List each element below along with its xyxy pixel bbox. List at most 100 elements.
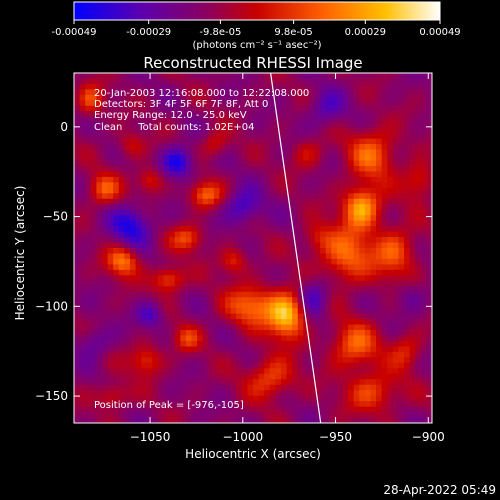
heatmap-cell xyxy=(398,215,405,222)
heatmap-cell xyxy=(152,406,159,413)
heatmap-cell xyxy=(269,231,276,238)
heatmap-cell xyxy=(297,340,304,348)
heatmap-cell xyxy=(253,417,260,423)
heatmap-cell xyxy=(185,357,193,364)
heatmap-cell xyxy=(90,330,97,337)
heatmap-cell xyxy=(314,280,321,287)
heatmap-cell xyxy=(230,253,237,260)
heatmap-cell xyxy=(191,89,198,96)
heatmap-cell xyxy=(376,248,383,255)
heatmap-cell xyxy=(392,258,400,266)
heatmap-cell xyxy=(225,237,232,244)
heatmap-cell xyxy=(230,111,237,118)
heatmap-cell xyxy=(387,100,394,107)
heatmap-cell xyxy=(118,89,125,96)
heatmap-cell xyxy=(348,144,355,151)
heatmap-cell xyxy=(269,187,276,194)
heatmap-cell xyxy=(359,324,366,331)
heatmap-cell xyxy=(219,291,226,298)
heatmap-cell xyxy=(169,362,176,369)
heatmap-cell xyxy=(169,242,176,249)
heatmap-cell xyxy=(409,280,416,287)
heatmap-cell xyxy=(74,116,81,123)
heatmap-cell xyxy=(247,155,254,162)
heatmap-cell xyxy=(364,264,372,271)
heatmap-cell xyxy=(191,160,198,167)
heatmap-cell xyxy=(174,127,181,134)
heatmap-cell xyxy=(381,144,388,151)
heatmap-cell xyxy=(90,253,97,260)
heatmap-cell xyxy=(336,165,344,173)
heatmap-cell xyxy=(275,226,282,233)
heatmap-cell xyxy=(197,340,204,348)
heatmap-cell xyxy=(348,368,355,375)
heatmap-cell xyxy=(180,89,187,96)
heatmap-cell xyxy=(247,187,254,194)
heatmap-cell xyxy=(152,319,159,326)
heatmap-cell xyxy=(169,94,176,101)
heatmap-cell xyxy=(169,335,176,342)
heatmap-cell xyxy=(185,105,193,112)
heatmap-cell xyxy=(74,105,81,112)
heatmap-cell xyxy=(336,379,344,386)
heatmap-cell xyxy=(129,155,137,162)
heatmap-cell xyxy=(85,111,92,118)
heatmap-cell xyxy=(426,373,432,380)
heatmap-cell xyxy=(258,160,265,167)
heatmap-cell xyxy=(141,242,148,249)
heatmap-cell xyxy=(314,171,321,178)
heatmap-cell xyxy=(264,357,271,364)
heatmap-cell xyxy=(280,144,288,151)
heatmap-cell xyxy=(286,308,293,315)
heatmap-cell xyxy=(141,357,148,364)
heatmap-cell xyxy=(381,204,388,211)
heatmap-cell xyxy=(230,138,237,145)
heatmap-cell xyxy=(264,209,271,216)
heatmap-cell xyxy=(320,324,327,331)
heatmap-cell xyxy=(191,237,198,244)
heatmap-cell xyxy=(219,133,226,140)
heatmap-cell xyxy=(286,335,293,342)
heatmap-cell xyxy=(275,346,282,353)
heatmap-cell xyxy=(426,286,432,293)
heatmap-cell xyxy=(286,319,293,326)
heatmap-cell xyxy=(191,171,198,178)
heatmap-cell xyxy=(247,264,254,271)
heatmap-cell xyxy=(303,384,310,391)
heatmap-cell xyxy=(152,258,159,266)
heatmap-cell xyxy=(79,357,86,364)
heatmap-cell xyxy=(303,379,310,386)
heatmap-cell xyxy=(415,100,422,107)
heatmap-cell xyxy=(420,401,427,408)
heatmap-cell xyxy=(191,248,198,255)
heatmap-cell xyxy=(129,111,137,118)
heatmap-cell xyxy=(141,362,148,369)
heatmap-cell xyxy=(415,379,422,386)
heatmap-cell xyxy=(225,226,232,233)
heatmap-cell xyxy=(191,368,198,375)
heatmap-cell xyxy=(90,165,97,173)
heatmap-cell xyxy=(213,165,221,173)
heatmap-cell xyxy=(415,291,422,298)
heatmap-cell xyxy=(101,313,109,320)
heatmap-cell xyxy=(113,204,120,211)
observation-info: 20-Jan-2003 12:16:08.000 to 12:22:08.000… xyxy=(94,88,309,133)
heatmap-cell xyxy=(387,253,394,260)
heatmap-cell xyxy=(280,182,288,189)
heatmap-cell xyxy=(392,127,400,134)
heatmap-cell xyxy=(202,89,209,96)
heatmap-cell xyxy=(208,291,215,298)
heatmap-cell xyxy=(426,94,432,101)
heatmap-cell xyxy=(376,308,383,315)
heatmap-cell xyxy=(79,231,86,238)
heatmap-cell xyxy=(230,275,237,282)
heatmap-cell xyxy=(387,116,394,123)
heatmap-cell xyxy=(364,215,372,222)
heatmap-cell xyxy=(342,368,349,375)
heatmap-cell xyxy=(376,78,383,85)
heatmap-cell xyxy=(303,204,310,211)
heatmap-cell xyxy=(381,373,388,380)
heatmap-cell xyxy=(85,390,92,397)
heatmap-cell xyxy=(157,401,165,408)
heatmap-cell xyxy=(118,368,125,375)
